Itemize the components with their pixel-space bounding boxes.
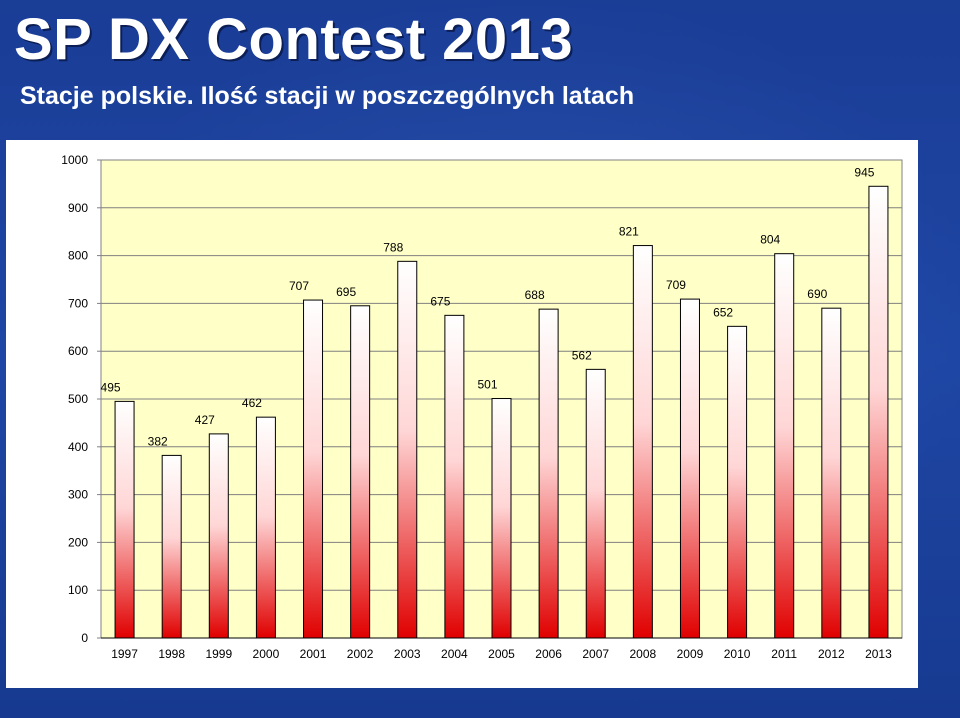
y-tick-label: 800	[68, 249, 88, 263]
x-tick-label-2002: 2002	[347, 647, 374, 661]
bar-2011	[774, 253, 795, 639]
y-tick-label: 300	[68, 488, 88, 502]
y-tick-label: 900	[68, 201, 88, 215]
data-label-2008: 821	[619, 225, 639, 239]
x-tick-label-2009: 2009	[677, 647, 704, 661]
x-tick-label-2012: 2012	[818, 647, 845, 661]
data-label-2002: 695	[336, 285, 356, 299]
data-label-1999: 427	[195, 413, 215, 427]
data-label-2007: 562	[572, 348, 592, 362]
bar-1998	[161, 454, 182, 639]
y-tick-label: 1000	[61, 153, 88, 167]
x-tick-label-2005: 2005	[488, 647, 515, 661]
bar-1999	[208, 433, 229, 639]
data-label-2011: 804	[760, 233, 780, 247]
x-tick-label-2003: 2003	[394, 647, 421, 661]
y-tick-label: 0	[81, 631, 88, 645]
x-tick-label-1999: 1999	[205, 647, 232, 661]
bar-2006	[538, 308, 559, 639]
data-label-2003: 788	[383, 240, 403, 254]
y-tick-label: 400	[68, 440, 88, 454]
bar-2010	[727, 325, 748, 639]
data-label-2006: 688	[525, 288, 545, 302]
data-label-1998: 382	[148, 434, 168, 448]
slide-title: SP DX Contest 2013	[14, 7, 574, 72]
y-tick-label: 600	[68, 344, 88, 358]
data-label-2001: 707	[289, 279, 309, 293]
bar-2012	[821, 307, 842, 639]
y-tick-label: 200	[68, 535, 88, 549]
data-label-1997: 495	[101, 380, 121, 394]
x-tick-label-2001: 2001	[300, 647, 327, 661]
data-label-2009: 709	[666, 278, 686, 292]
x-tick-label-2008: 2008	[630, 647, 657, 661]
bar-2000	[255, 416, 276, 639]
x-tick-label-2004: 2004	[441, 647, 468, 661]
bar-2007	[585, 368, 606, 639]
bar-2002	[350, 305, 371, 639]
y-tick-label: 100	[68, 583, 88, 597]
data-label-2010: 652	[713, 305, 733, 319]
bar-2003	[397, 260, 418, 639]
x-tick-label-2013: 2013	[865, 647, 892, 661]
bar-2009	[679, 298, 700, 639]
bar-1997	[114, 400, 135, 639]
x-tick-label-2000: 2000	[253, 647, 280, 661]
x-tick-label-2006: 2006	[535, 647, 562, 661]
x-tick-label-2011: 2011	[771, 647, 797, 661]
data-label-2004: 675	[430, 294, 450, 308]
x-tick-label-1997: 1997	[111, 647, 138, 661]
slide-subtitle: Stacje polskie. Ilość stacji w poszczegó…	[20, 82, 635, 110]
bar-2013	[868, 185, 889, 639]
bar-2004	[444, 314, 465, 639]
bar-2005	[491, 398, 512, 639]
x-tick-label-2010: 2010	[724, 647, 751, 661]
bar-2008	[632, 245, 653, 639]
y-tick-label: 700	[68, 296, 88, 310]
bar-2001	[303, 299, 324, 639]
data-label-2013: 945	[854, 165, 874, 179]
data-label-2000: 462	[242, 396, 262, 410]
x-tick-label-1998: 1998	[158, 647, 185, 661]
data-label-2012: 690	[807, 287, 827, 301]
y-tick-label: 500	[68, 392, 88, 406]
data-label-2005: 501	[477, 378, 497, 392]
x-tick-label-2007: 2007	[582, 647, 609, 661]
